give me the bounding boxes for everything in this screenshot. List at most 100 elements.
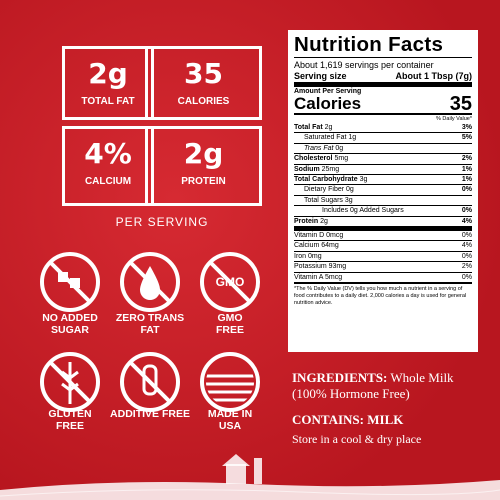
gmo-icon-text: GMO — [216, 275, 245, 289]
stat-label: PROTEIN — [181, 176, 226, 187]
vitamin-row: Vitamin A 5mcg 0% — [294, 271, 472, 282]
nutrient-name: Saturated Fat — [304, 134, 347, 142]
vitamin-dv: 0% — [461, 232, 472, 240]
nutrient-amount: 2g — [324, 124, 333, 131]
stat: 4% CALCIUM — [62, 126, 154, 206]
vitamin-row: Calcium 64mg 4% — [294, 240, 472, 250]
storage: Store in a cool & dry place — [292, 432, 422, 446]
nutrient-dv: 1% — [461, 165, 472, 173]
nutrient-row: Total Fat 2g 3% — [294, 123, 472, 132]
vitamin-name: Vitamin A 5mcg — [294, 273, 343, 281]
nutrient-name: Total Sugars — [304, 196, 343, 204]
nutrition-title: Nutrition Facts — [294, 33, 472, 58]
serving-size-value: About 1 Tbsp (7g) — [395, 71, 473, 81]
amount-per-serving: Amount Per Serving — [294, 82, 472, 95]
nutrient-amount: 5mg — [334, 155, 349, 163]
nutrient-dv: 4% — [461, 217, 472, 225]
vitamin-row: Potassium 93mg 2% — [294, 261, 472, 271]
nutrient-name: Dietary Fiber — [304, 186, 345, 194]
nutrient-name: Includes 0g Added Sugars — [322, 207, 404, 215]
vitamin-dv: 2% — [461, 263, 472, 271]
vitamin-name: Iron 0mg — [294, 252, 322, 260]
nutrient-amount: 3g — [344, 196, 353, 204]
stat-value: 35 — [184, 57, 223, 90]
stat: 2g TOTAL FAT — [62, 46, 154, 120]
nutrient: Cholesterol 5mg — [294, 154, 348, 163]
nutrient-row: Trans Fat 0g — [294, 142, 472, 153]
vitamin-dv: 0% — [461, 252, 472, 260]
nutrient-amount: 0g — [346, 186, 354, 194]
ingredients: INGREDIENTS: Whole Milk (100% Hormone Fr… — [292, 370, 482, 402]
nutrient-name: Protein — [294, 217, 319, 225]
calories-label: Calories — [294, 94, 362, 113]
nutrient: Trans Fat 0g — [294, 144, 343, 153]
vitamin-row: Iron 0mg 0% — [294, 250, 472, 261]
nutrient-dv: 0% — [461, 207, 472, 215]
stat-label: CALORIES — [177, 96, 230, 107]
footnote: *The % Daily Value (DV) tells you how mu… — [294, 282, 472, 307]
stat: 35 CALORIES — [145, 46, 262, 120]
nutrient: Total Carbohydrate 3g — [294, 175, 367, 184]
badge-label: GLUTEN FREE — [48, 408, 92, 432]
nutrient-amount: 0g — [335, 144, 344, 152]
nutrient: Sodium 25mg — [294, 165, 339, 174]
stat: 2g PROTEIN — [145, 126, 262, 206]
nutrient-dv: 0% — [461, 186, 472, 194]
nutrient-name: Cholesterol — [294, 155, 333, 163]
nutrient-amount: 2g — [320, 217, 328, 225]
nutrient-dv: 2% — [461, 155, 472, 163]
nutrient-dv: 1% — [461, 176, 472, 184]
calories-value: 35 — [449, 93, 472, 115]
nutrient-amount: 25mg — [321, 165, 340, 173]
vitamin-name: Potassium 93mg — [294, 263, 347, 271]
farm-silhouette — [0, 454, 500, 500]
dv-header: % Daily Value* — [294, 113, 472, 123]
badge-icons: GMO — [40, 252, 260, 412]
vitamin-row: Vitamin D 0mcg 0% — [294, 231, 472, 240]
per-serving: PER SERVING — [115, 215, 209, 229]
nutrient: Total Fat 2g — [294, 123, 332, 132]
nutrient: Dietary Fiber 0g — [294, 185, 354, 194]
nutrient-row: Saturated Fat 1g 5% — [294, 132, 472, 142]
nutrient-row: Includes 0g Added Sugars 0% — [294, 205, 472, 215]
nutrient-row: Sodium 25mg 1% — [294, 163, 472, 174]
stat-label: CALCIUM — [84, 176, 132, 187]
badge-label: ZERO TRANS FAT — [115, 312, 185, 336]
nutrient: Total Sugars 3g — [294, 196, 353, 205]
nutrient-row: Dietary Fiber 0g 0% — [294, 184, 472, 194]
contains-label: CONTAINS: — [292, 412, 364, 427]
nutrient-dv: 5% — [461, 134, 472, 142]
vitamin-name: Calcium 64mg — [294, 242, 339, 250]
ingredients-text: Whole Milk (100% Hormone Free) — [292, 370, 454, 401]
nutrient-amount: 1g — [348, 134, 357, 142]
nutrient-name: Total Carbohydrate — [294, 176, 358, 184]
vitamin-dv: 4% — [461, 242, 472, 250]
vitamin-dv: 0% — [461, 273, 472, 281]
vitamin-rows: Vitamin D 0mcg 0% Calcium 64mg 4% Iron 0mg 0%… — [294, 226, 472, 282]
nutrient-row: Total Carbohydrate 3g 1% — [294, 174, 472, 184]
nutrient: Saturated Fat 1g — [294, 133, 356, 142]
serving-size-label: Serving size — [294, 71, 347, 81]
nutrient-name: Trans Fat — [304, 144, 334, 152]
stat-value: 2g — [183, 137, 224, 170]
stat-value: 4% — [84, 137, 132, 170]
servings: About 1,619 servings per container — [294, 60, 434, 70]
nutrient: Protein 2g — [294, 217, 328, 226]
contains: CONTAINS: MILK — [292, 412, 403, 428]
vitamin-name: Vitamin D 0mcg — [294, 232, 344, 240]
nutrient: Includes 0g Added Sugars — [294, 206, 404, 215]
nutrient-name: Sodium — [294, 165, 320, 173]
nutrient-row: Total Sugars 3g — [294, 194, 472, 205]
nutrient-row: Cholesterol 5mg 2% — [294, 153, 472, 163]
serving-size: Serving size About 1 Tbsp (7g) — [294, 70, 472, 82]
stat-value: 2g — [88, 57, 128, 90]
nutrient-name: Total Fat — [294, 124, 323, 131]
nutrient-dv: 3% — [461, 124, 472, 131]
contains-text: MILK — [367, 412, 404, 427]
badge-label: ADDITIVE FREE — [110, 408, 190, 420]
stat-label: TOTAL FAT — [81, 96, 135, 107]
nutrient-row: Protein 2g 4% — [294, 215, 472, 226]
calories-row: Calories 35 — [294, 93, 472, 115]
nutrient-rows: Total Fat 2g 3% Saturated Fat 1g 5% Trans Fa… — [294, 123, 472, 226]
